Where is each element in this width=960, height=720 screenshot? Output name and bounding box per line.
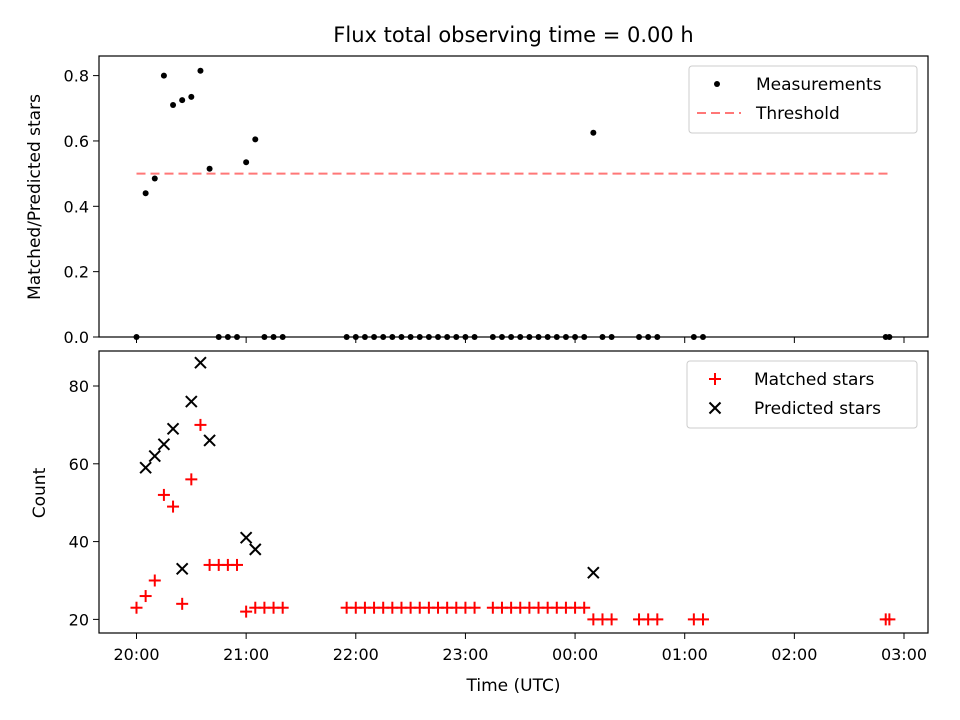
top-y-axis-label: Matched/Predicted stars bbox=[25, 94, 45, 300]
legend-predicted-label: Predicted stars bbox=[754, 399, 881, 419]
bottom-y-ticks: 20 40 60 80 bbox=[69, 377, 99, 629]
x-stroke bbox=[194, 356, 207, 369]
matched-star-point bbox=[176, 597, 189, 610]
x-tick-label: 00:00 bbox=[552, 645, 598, 664]
top-legend: Measurements Threshold bbox=[688, 65, 918, 134]
x-tick-label: 01:00 bbox=[662, 645, 708, 664]
predicted-star-point bbox=[587, 566, 600, 579]
legend-box bbox=[686, 360, 918, 429]
y-tick-label: 0.4 bbox=[64, 197, 89, 216]
predicted-star-point bbox=[139, 461, 152, 474]
x-stroke bbox=[139, 461, 152, 474]
matched-star-point bbox=[276, 601, 289, 614]
x-stroke bbox=[157, 438, 171, 451]
x-tick-label: 23:00 bbox=[442, 645, 488, 664]
matched-star-point bbox=[139, 590, 152, 603]
y-tick-label: 20 bbox=[69, 610, 89, 629]
predicted-star-point bbox=[249, 543, 262, 556]
x-tick-label: 22:00 bbox=[333, 645, 379, 664]
matched-star-point bbox=[468, 601, 481, 614]
bottom-legend: Matched stars Predicted stars bbox=[686, 360, 918, 429]
x-stroke bbox=[185, 395, 198, 408]
y-tick-label: 80 bbox=[69, 377, 89, 396]
matched-star-point bbox=[605, 613, 618, 626]
matched-star-point bbox=[651, 613, 664, 626]
measurement-point bbox=[206, 165, 213, 172]
legend-box bbox=[688, 65, 918, 134]
y-tick-label: 0.8 bbox=[64, 67, 89, 86]
matched-star-point bbox=[194, 418, 207, 431]
bottom-y-axis-label: Count bbox=[30, 467, 50, 518]
y-tick-label: 0.0 bbox=[64, 328, 89, 347]
measurement-point bbox=[243, 159, 250, 166]
measurement-point bbox=[179, 97, 186, 104]
top-panel: Flux total observing time = 0.00 h Match… bbox=[25, 23, 929, 347]
measurement-point bbox=[252, 136, 259, 143]
top-plot-frame bbox=[98, 55, 929, 338]
y-tick-label: 40 bbox=[69, 533, 89, 552]
bottom-plot-frame bbox=[98, 350, 929, 634]
x-stroke bbox=[203, 434, 216, 447]
chart-title: Flux total observing time = 0.00 h bbox=[333, 23, 693, 47]
measurement-point bbox=[170, 102, 177, 109]
matched-star-point bbox=[578, 601, 591, 614]
measurement-point bbox=[151, 175, 158, 182]
legend-threshold-label: Threshold bbox=[755, 104, 840, 124]
x-stroke bbox=[166, 422, 180, 436]
matched-star-point bbox=[148, 574, 161, 587]
predicted-star-point bbox=[194, 356, 207, 369]
x-tick-label: 20:00 bbox=[113, 645, 159, 664]
bottom-x-ticks: 20:00 21:00 22:00 23:00 00:00 01:00 02:00 03:00 bbox=[113, 633, 927, 664]
x-stroke bbox=[239, 531, 253, 544]
matched-star-point bbox=[231, 558, 244, 571]
legend-predicted-marker bbox=[708, 401, 722, 415]
measurement-point bbox=[188, 93, 195, 100]
x-stroke bbox=[148, 449, 161, 463]
measurement-point bbox=[590, 129, 597, 136]
legend-measurements-marker bbox=[714, 81, 720, 87]
matched-star-point bbox=[883, 613, 896, 626]
legend-matched-label: Matched stars bbox=[754, 370, 874, 390]
y-tick-label: 0.6 bbox=[64, 132, 89, 151]
predicted-star-point bbox=[185, 395, 198, 408]
measurement-point bbox=[197, 67, 204, 74]
measurement-point bbox=[142, 190, 149, 197]
y-tick-label: 0.2 bbox=[64, 263, 89, 282]
x-tick-label: 02:00 bbox=[771, 645, 817, 664]
x-tick-label: 03:00 bbox=[881, 645, 927, 664]
matched-star-point bbox=[130, 601, 143, 614]
bottom-panel: Count 20 40 60 80 20:00 21:00 22:00 23:00 00:00… bbox=[30, 350, 929, 696]
matched-star-point bbox=[167, 500, 180, 513]
x-tick-label: 21:00 bbox=[223, 645, 269, 664]
predicted-star-point bbox=[157, 438, 171, 451]
measurement-point bbox=[160, 72, 167, 79]
matched-star-point bbox=[696, 613, 709, 626]
bottom-series bbox=[130, 356, 896, 626]
matched-star-point bbox=[157, 488, 170, 501]
legend-measurements-label: Measurements bbox=[756, 75, 882, 95]
x-stroke bbox=[175, 562, 189, 576]
predicted-star-point bbox=[175, 562, 189, 576]
x-axis-label: Time (UTC) bbox=[466, 676, 561, 696]
top-y-ticks: 0.0 0.2 0.4 0.6 0.8 bbox=[64, 67, 99, 347]
predicted-star-point bbox=[239, 531, 253, 544]
x-stroke bbox=[587, 566, 600, 579]
matched-star-point bbox=[185, 473, 198, 486]
y-tick-label: 60 bbox=[69, 455, 89, 474]
predicted-star-point bbox=[148, 449, 161, 463]
matched-star-point bbox=[240, 605, 253, 618]
x-stroke bbox=[249, 543, 262, 556]
legend-matched-marker bbox=[709, 373, 721, 385]
x-stroke bbox=[708, 401, 722, 415]
predicted-star-point bbox=[203, 434, 216, 447]
predicted-star-point bbox=[166, 422, 180, 436]
